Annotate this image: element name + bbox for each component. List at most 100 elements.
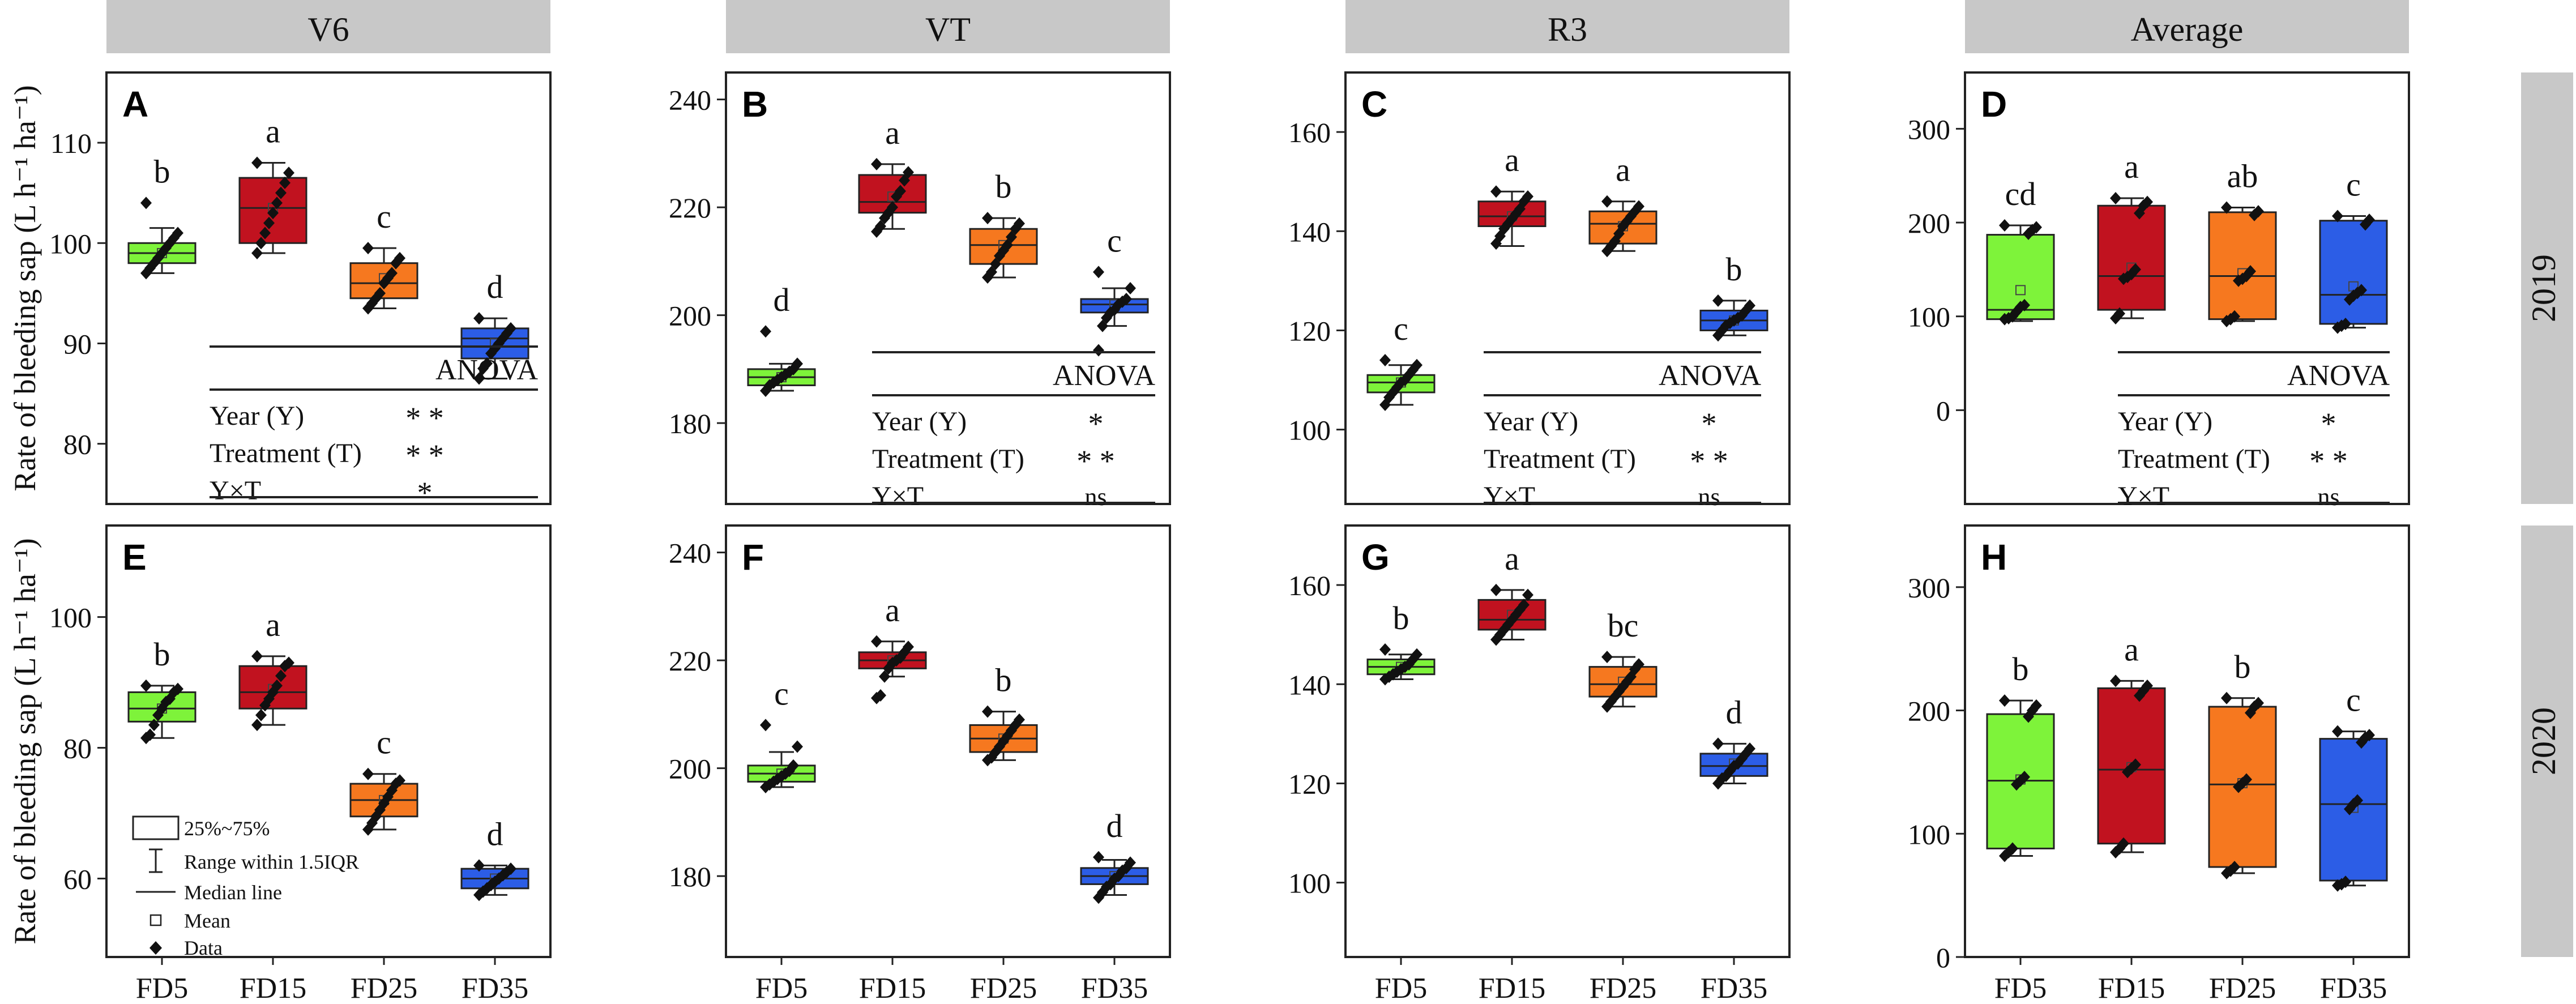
y-tick-label: 140 [1288, 216, 1331, 247]
data-point [1633, 200, 1644, 213]
panel-letter: A [122, 84, 148, 125]
data-point [362, 242, 374, 255]
header-bg-r3 [1345, 0, 1789, 53]
x-tick-label: FD35 [1081, 972, 1148, 1004]
box-fd35: d [1699, 694, 1768, 790]
data-point [887, 201, 898, 214]
data-point [267, 207, 279, 220]
y-tick-label: 160 [1288, 117, 1331, 148]
data-point [1522, 588, 1533, 601]
y-tick-label: 240 [669, 84, 711, 116]
data-point [903, 166, 914, 179]
significance-letter: a [885, 114, 900, 151]
data-point [2031, 699, 2042, 712]
data-point [2221, 691, 2232, 704]
anova-term: Treatment (T) [1484, 444, 1636, 474]
box-fd5: c [1366, 310, 1436, 411]
data-point [2253, 697, 2264, 710]
anova-significance: * * [1690, 444, 1728, 478]
panel-letter: H [1981, 537, 2007, 578]
data-point [2130, 263, 2141, 276]
box-fd25: b [2208, 648, 2277, 879]
y-tick-label: 100 [49, 228, 92, 259]
anova-title: ANOVA [1053, 360, 1156, 392]
anova-term: Y×T [872, 481, 924, 511]
header-bg-v6 [106, 0, 550, 53]
box-fd5: d [747, 281, 816, 397]
significance-letter: c [377, 724, 391, 761]
significance-letter: cd [2005, 176, 2036, 212]
significance-letter: b [1393, 600, 1409, 636]
significance-letter: a [1616, 152, 1630, 189]
anova-term: Y×T [1484, 481, 1535, 511]
data-point [283, 166, 294, 180]
panel-C: C 100 120 140 160 c a a b [1288, 71, 1791, 505]
anova-table-v6: ANOVA Year (Y) * * Treatment (T) * * Y×T * [210, 345, 539, 510]
y-tick-label: 60 [63, 863, 92, 895]
box-fd15: a [858, 114, 927, 238]
x-tick-label: FD25 [2209, 972, 2276, 1004]
y-tick-label: 110 [50, 127, 92, 159]
panels: A8090100110bacdB180200220240dabcC1001201… [49, 71, 2410, 1004]
iqr-box [969, 228, 1038, 265]
y-tick-label: 180 [669, 408, 711, 439]
x-tick-label: FD35 [2320, 972, 2387, 1004]
data-point [2007, 842, 2018, 855]
x-tick-label: FD5 [1375, 972, 1427, 1004]
data-point [271, 196, 283, 210]
data-point [2356, 284, 2367, 297]
anova-significance: ns [2317, 483, 2339, 511]
y-tick-label: 100 [49, 602, 92, 634]
data-point [374, 287, 386, 300]
data-point [1411, 648, 1422, 661]
data-point [172, 682, 183, 695]
anova-significance: * [417, 476, 433, 510]
panel-frame [105, 71, 552, 505]
data-point [982, 705, 993, 718]
box-fd25: b [969, 662, 1038, 767]
y-tick-label: 90 [63, 328, 92, 360]
anova-significance: ns [1084, 483, 1107, 511]
panel-H: H 0 100 200 300 b FD5 a FD15 b FD25 c FD35 [1908, 524, 2410, 1004]
panel-frame [725, 71, 1171, 505]
y-tick-label: 240 [669, 537, 711, 569]
row-label-2020: 2020 [2525, 707, 2562, 775]
data-point [394, 774, 405, 787]
box-fd25: b [969, 168, 1038, 284]
anova-significance: * [1702, 407, 1717, 441]
data-point [2118, 837, 2129, 850]
significance-letter: a [2124, 148, 2139, 185]
y-axis-label-2019: Rate of bleeding sap (L h⁻¹ ha⁻¹) [8, 85, 42, 491]
iqr-box [238, 665, 307, 710]
y-tick-label: 220 [669, 192, 711, 224]
data-point [903, 640, 914, 653]
data-point [2110, 191, 2121, 204]
x-tick-label: FD15 [1479, 972, 1545, 1004]
significance-letter: a [266, 606, 280, 643]
box-fd5: cd [1986, 176, 2055, 326]
significance-letter: a [266, 113, 280, 149]
panel-B: B 180 200 220 240 d a b c [669, 71, 1171, 505]
significance-letter: c [1394, 310, 1408, 347]
data-point [1014, 217, 1025, 230]
whisker-icon [149, 848, 163, 873]
data-point [1411, 358, 1422, 371]
panel-E: E 60 80 100 b FD5 a FD15 c FD25 d FD35 [49, 524, 552, 1004]
anova-term: Y×T [2118, 481, 2169, 511]
significance-letter: c [1107, 222, 1122, 259]
x-tick-label: FD5 [136, 972, 188, 1004]
anova-term: Y×T [210, 476, 261, 506]
significance-letter: ab [2227, 158, 2258, 195]
data-point [259, 227, 271, 240]
data-point [2031, 221, 2042, 234]
data-point [875, 689, 886, 702]
box-fd35: d [1080, 808, 1149, 904]
data-point [1379, 643, 1391, 656]
data-point [1744, 299, 1755, 312]
anova-title: ANOVA [435, 354, 539, 386]
data-point [473, 312, 485, 325]
y-tick-label: 300 [1908, 572, 1950, 604]
box-fd15: a [2097, 148, 2166, 325]
box-fd25: bc [1588, 607, 1657, 713]
